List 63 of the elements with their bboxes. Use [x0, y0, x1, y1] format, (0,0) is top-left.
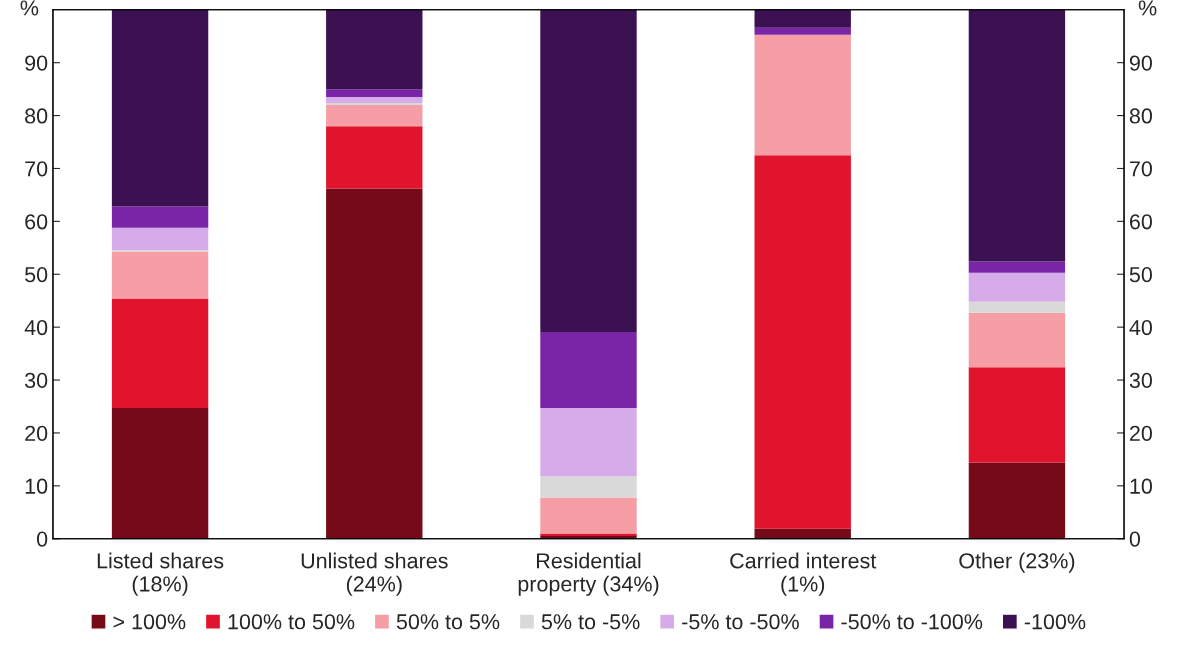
bar	[111, 251, 209, 299]
y2-tick-label: 40	[1129, 319, 1152, 336]
bar	[326, 126, 423, 189]
legend-label: > 100%	[113, 614, 186, 630]
x-tick-label: Other (23%)	[959, 552, 1075, 573]
bar	[111, 408, 209, 539]
bar	[111, 206, 209, 228]
y-tick-label: 30	[24, 372, 48, 389]
y-tick-label: 70	[25, 161, 48, 177]
bar	[540, 408, 637, 477]
y2-tick-label: 90	[1129, 55, 1152, 71]
y2-tick-label: 20	[1129, 425, 1152, 441]
y2-tick-label: 10	[1130, 478, 1152, 494]
y-axis-title: %	[20, 0, 39, 16]
bar	[968, 301, 1066, 313]
y2-tick-label: 30	[1129, 372, 1152, 389]
y2-tick-label: 80	[1129, 108, 1152, 124]
bar	[968, 312, 1066, 368]
bar	[968, 272, 1066, 302]
bar	[968, 261, 1066, 273]
y-tick-label: 50	[25, 267, 48, 283]
y2-tick-label: 0	[1129, 531, 1141, 547]
y2-tick-label: 60	[1129, 214, 1152, 230]
bar	[968, 367, 1066, 463]
y-tick-label: 80	[25, 108, 48, 124]
bar	[540, 331, 637, 409]
bar	[111, 227, 209, 250]
bar	[754, 155, 851, 529]
legend-label: -50% to -100%	[841, 614, 983, 630]
bar	[326, 188, 423, 539]
y-tick-label: 90	[25, 55, 48, 71]
bar	[326, 89, 423, 98]
y2-axis-title: %	[1138, 0, 1157, 16]
bar	[968, 9, 1066, 262]
bar	[754, 9, 851, 28]
bar	[540, 9, 637, 332]
bar	[540, 497, 637, 534]
x-tick-label: Unlisted shares (24%)	[301, 552, 448, 596]
y2-tick-label: 70	[1130, 161, 1152, 177]
x-tick-label: Carried interest (1%)	[730, 552, 877, 596]
bar	[111, 9, 209, 207]
y2-tick-label: 50	[1129, 267, 1152, 283]
bar	[326, 9, 423, 90]
bar	[111, 298, 209, 409]
legend-label: -5% to -50%	[682, 614, 799, 630]
bar	[326, 105, 423, 127]
bar	[540, 476, 637, 498]
y-tick-label: 10	[25, 478, 48, 494]
y-tick-label: 60	[25, 214, 48, 230]
legend-label: 5% to -5%	[541, 614, 640, 630]
bar	[754, 34, 851, 156]
x-tick-label: Listed shares (18%)	[97, 552, 224, 596]
bar	[968, 462, 1066, 539]
legend-label: -100%	[1024, 614, 1086, 630]
bar	[326, 97, 423, 103]
bar	[754, 27, 851, 35]
legend-label: 50% to 5%	[396, 614, 500, 630]
y-tick-label: 20	[25, 425, 48, 441]
y-tick-label: 0	[36, 531, 48, 547]
x-tick-label: Residential property (34%)	[518, 552, 659, 596]
y-tick-label: 40	[24, 319, 48, 336]
bar	[326, 102, 423, 105]
legend-label: 100% to 50%	[228, 614, 355, 630]
